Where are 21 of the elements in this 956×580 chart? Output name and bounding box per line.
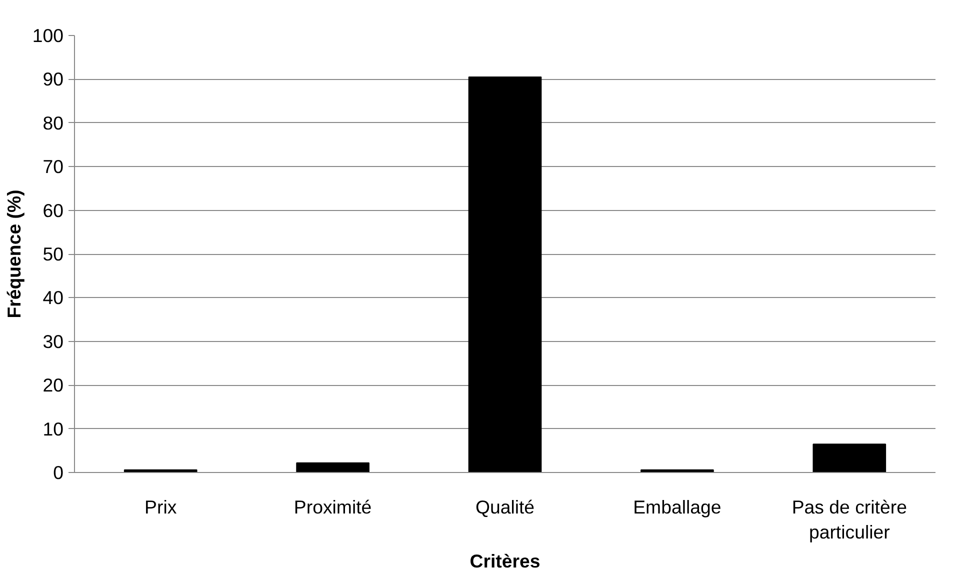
y-tick-label: 40 [42, 287, 64, 308]
y-tick-label: 10 [42, 418, 64, 440]
y-axis-title: Fréquence (%) [3, 190, 24, 318]
x-tick-label: Qualité [475, 496, 535, 518]
x-tick-label: Prix [144, 496, 178, 518]
x-tick-label: Emballage [633, 496, 722, 518]
y-tick-label: 90 [42, 68, 64, 90]
y-tick-label: 70 [42, 156, 64, 178]
x-tick-label: Proximité [294, 496, 372, 518]
bar [468, 76, 542, 472]
y-tick-label: 30 [42, 330, 64, 352]
x-axis-title: Critères [470, 550, 540, 572]
y-tick-label: 20 [42, 374, 64, 396]
x-tick-label: Pas de critère particulier [792, 496, 907, 543]
bar [812, 444, 886, 472]
y-tick-label: 0 [53, 462, 64, 483]
y-tick-label: 60 [42, 200, 64, 221]
y-tick-label: 80 [42, 112, 64, 134]
y-tick-label: 100 [32, 25, 64, 46]
bar [296, 462, 370, 472]
y-tick-label: 50 [42, 244, 64, 264]
